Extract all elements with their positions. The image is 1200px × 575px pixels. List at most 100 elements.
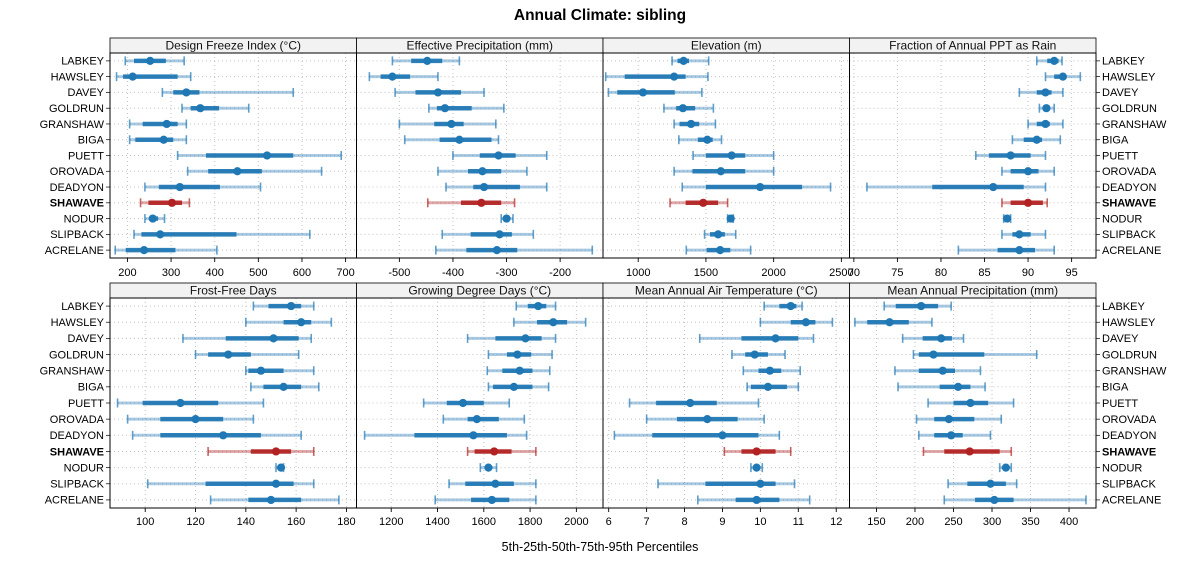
site-label-left: HAWSLEY <box>51 317 105 329</box>
percentile-series <box>673 119 717 129</box>
percentile-series <box>1044 72 1082 82</box>
percentile-series <box>901 333 965 343</box>
percentile-series <box>441 229 535 239</box>
site-label-right: BIGA <box>1102 135 1129 147</box>
percentile-series <box>391 56 461 66</box>
median-dot <box>1015 230 1024 239</box>
percentile-series <box>759 317 834 327</box>
percentile-series <box>363 430 528 440</box>
percentile-series <box>428 103 505 113</box>
panel: Frost-Free Days 100 120 140 160 180 <box>106 282 357 528</box>
median-dot <box>726 214 735 223</box>
site-label-right: DEADYON <box>1102 182 1156 194</box>
axis-tick-label: 1400 <box>425 516 449 528</box>
percentile-series <box>209 495 340 505</box>
site-label-left: SLIPBACK <box>50 479 104 491</box>
site-label-right: PUETT <box>1102 398 1138 410</box>
percentile-series <box>115 72 192 82</box>
percentile-series <box>124 56 185 66</box>
panel: Growing Degree Days (°C) 1200 1400 1600 1800… <box>356 282 604 528</box>
median-dot <box>139 246 149 255</box>
median-dot <box>440 104 450 113</box>
site-label-left: LABKEY <box>61 56 104 68</box>
median-dot <box>670 72 679 81</box>
site-label-left: OROVADA <box>50 414 105 426</box>
median-dot <box>763 382 773 391</box>
percentile-series <box>182 333 313 343</box>
percentile-series <box>515 301 557 311</box>
percentile-series <box>435 245 594 255</box>
site-label-right: ACRELANE <box>1102 495 1161 507</box>
percentile-series <box>181 103 250 113</box>
axis-tick-label: 200 <box>118 267 136 279</box>
panel-background <box>849 53 1096 258</box>
percentile-series <box>128 119 188 129</box>
median-dot <box>271 479 281 488</box>
percentile-series <box>139 198 191 208</box>
median-dot <box>718 431 727 440</box>
percentile-series <box>998 463 1013 473</box>
panels-group: Design Freeze Index (°C) 200 300 400 500 600 7… <box>40 37 1167 528</box>
percentile-series <box>894 366 982 376</box>
median-dot <box>727 151 736 160</box>
site-label-left: GRANSHAW <box>40 365 105 377</box>
panel-background <box>603 298 850 508</box>
median-dot <box>492 246 501 255</box>
median-dot <box>986 479 995 488</box>
percentile-series <box>1018 87 1064 97</box>
panel-header-label: Frost-Free Days <box>190 284 277 298</box>
site-label-left: NODUR <box>64 213 104 225</box>
percentile-series <box>513 317 587 327</box>
median-dot <box>156 230 165 239</box>
median-dot <box>786 301 795 311</box>
median-dot <box>699 198 708 207</box>
median-dot <box>297 318 306 327</box>
axis-tick-label: 70 <box>848 267 860 279</box>
median-dot <box>752 495 761 505</box>
median-dot <box>678 104 688 113</box>
panel-header-label: Growing Degree Days (°C) <box>408 284 551 298</box>
axis-tick-label: 600 <box>293 267 311 279</box>
site-label-left: DEADYON <box>50 182 104 194</box>
percentile-series <box>607 87 703 97</box>
axis-tick-label: 300 <box>983 516 1001 528</box>
percentile-series <box>657 479 796 489</box>
percentile-series <box>763 301 803 311</box>
axis-tick-label: 1000 <box>626 267 650 279</box>
site-label-left: ACRELANE <box>45 495 104 507</box>
site-label-right: GRANSHAW <box>1102 365 1167 377</box>
percentile-series <box>275 463 286 473</box>
percentile-series <box>144 182 262 192</box>
median-dot <box>714 230 723 239</box>
median-dot <box>447 119 456 129</box>
median-dot <box>271 447 281 456</box>
percentile-series <box>250 382 320 392</box>
axis-tick-label: -500 <box>388 267 410 279</box>
median-dot <box>917 301 926 311</box>
percentile-series <box>128 135 188 145</box>
axis-tick-label: 500 <box>249 267 267 279</box>
median-dot <box>502 214 511 223</box>
median-dot <box>176 398 185 408</box>
median-dot <box>256 366 266 375</box>
median-dot <box>477 198 486 207</box>
median-dot <box>219 431 228 440</box>
site-label-right: GOLDRUN <box>1102 349 1157 361</box>
panel-header-label: Fraction of Annual PPT as Rain <box>889 39 1056 53</box>
panel: Effective Precipitation (mm) -500 -400 -300… <box>356 37 604 279</box>
percentile-series <box>116 398 265 408</box>
site-label-left: BIGA <box>78 382 105 394</box>
percentile-series <box>398 119 497 129</box>
percentile-series <box>663 103 715 113</box>
panel-header-label: Design Freeze Index (°C) <box>165 39 301 53</box>
median-dot <box>1015 246 1024 255</box>
site-label-left: GOLDRUN <box>49 349 104 361</box>
axis-tick-label: 400 <box>206 267 224 279</box>
median-dot <box>716 167 725 176</box>
axis-tick-label: 7 <box>644 516 650 528</box>
percentile-series <box>176 151 343 160</box>
median-dot <box>388 72 397 81</box>
percentile-series <box>252 301 315 311</box>
site-label-left: ACRELANE <box>45 245 104 257</box>
percentile-series <box>703 229 737 239</box>
